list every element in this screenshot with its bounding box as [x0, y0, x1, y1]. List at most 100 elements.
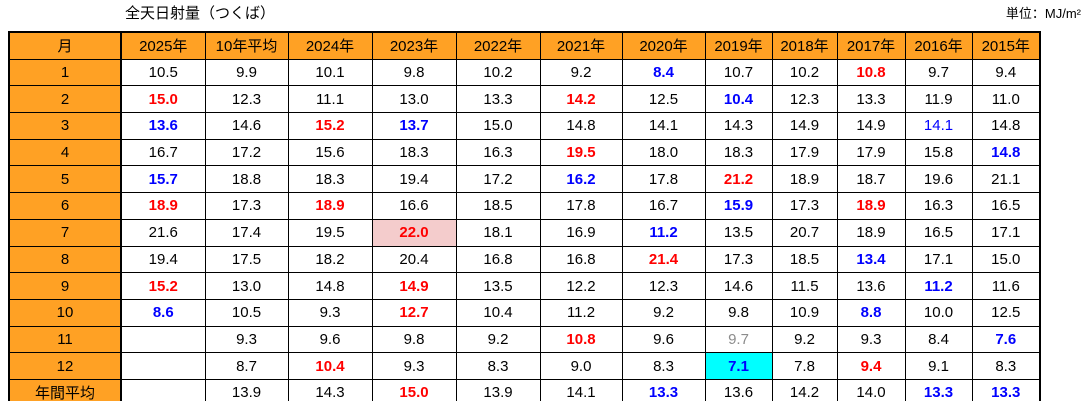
data-cell: 13.0 — [371, 85, 457, 114]
data-cell: 13.5 — [704, 218, 773, 247]
year-column-header: 2017年 — [836, 31, 906, 60]
data-cell: 10.8 — [539, 325, 623, 354]
data-cell: 21.2 — [704, 165, 773, 194]
data-cell: 17.3 — [771, 192, 838, 220]
data-cell: 17.3 — [704, 245, 773, 274]
data-cell: 9.8 — [371, 58, 457, 87]
data-cell: 18.1 — [455, 218, 541, 247]
data-cell: 19.4 — [371, 165, 457, 194]
data-cell: 16.3 — [904, 192, 973, 220]
data-cell: 9.4 — [836, 352, 906, 380]
data-cell: 8.8 — [836, 298, 906, 327]
data-cell: 11.2 — [621, 218, 706, 247]
month-column-header: 月 — [8, 31, 122, 60]
data-cell: 13.4 — [836, 245, 906, 274]
data-cell: 17.3 — [204, 192, 289, 220]
data-cell: 17.8 — [621, 165, 706, 194]
table-row: 8 19.4 17.5 18.2 20.4 16.8 16.8 21.4 17.3 18.5 13.… — [8, 245, 1041, 274]
data-cell: 16.2 — [539, 165, 623, 194]
year-column-header: 2023年 — [371, 31, 457, 60]
row-label: 9 — [8, 272, 122, 300]
data-cell: 10.5 — [120, 58, 206, 87]
data-cell: 19.4 — [120, 245, 206, 274]
data-cell — [120, 352, 206, 380]
data-cell: 14.0 — [836, 378, 906, 401]
data-cell: 8.6 — [120, 298, 206, 327]
data-cell: 18.9 — [836, 218, 906, 247]
data-cell: 11.5 — [771, 272, 838, 300]
data-cell: 8.7 — [204, 352, 289, 380]
data-cell — [120, 378, 206, 401]
data-cell: 14.1 — [621, 112, 706, 140]
data-cell: 11.0 — [971, 85, 1041, 114]
data-cell: 18.3 — [371, 138, 457, 167]
table-row: 1 10.5 9.9 10.1 9.8 10.2 9.2 8.4 10.7 10.2 10.8 9.7… — [8, 58, 1041, 87]
row-label: 10 — [8, 298, 122, 327]
data-cell: 14.9 — [836, 112, 906, 140]
data-cell: 17.5 — [204, 245, 289, 274]
data-cell: 18.0 — [621, 138, 706, 167]
table-row: 9 15.2 13.0 14.8 14.9 13.5 12.2 12.3 14.6 11.5 13.… — [8, 272, 1041, 300]
row-label: 1 — [8, 58, 122, 87]
year-column-header: 2020年 — [621, 31, 706, 60]
data-cell: 9.6 — [621, 325, 706, 354]
data-cell: 10.9 — [771, 298, 838, 327]
data-cell: 9.8 — [704, 298, 773, 327]
data-cell: 10.8 — [836, 58, 906, 87]
year-column-header: 2021年 — [539, 31, 623, 60]
data-cell: 9.2 — [455, 325, 541, 354]
data-cell: 14.8 — [971, 112, 1041, 140]
data-cell: 15.6 — [287, 138, 373, 167]
data-cell: 14.2 — [539, 85, 623, 114]
data-cell: 18.9 — [771, 165, 838, 194]
data-cell: 9.3 — [287, 298, 373, 327]
year-column-header: 2018年 — [771, 31, 838, 60]
data-cell: 7.8 — [771, 352, 838, 380]
data-cell: 15.0 — [120, 85, 206, 114]
table-row: 6 18.9 17.3 18.9 16.6 18.5 17.8 16.7 15.9 17.3 18.… — [8, 192, 1041, 220]
data-cell: 15.2 — [120, 272, 206, 300]
row-label: 5 — [8, 165, 122, 194]
data-cell: 17.1 — [904, 245, 973, 274]
data-cell: 13.5 — [455, 272, 541, 300]
year-column-header: 2019年 — [704, 31, 773, 60]
data-cell: 14.2 — [771, 378, 838, 401]
row-label: 4 — [8, 138, 122, 167]
data-cell: 10.4 — [704, 85, 773, 114]
data-cell: 22.0 — [371, 218, 457, 247]
data-cell: 17.2 — [455, 165, 541, 194]
data-cell: 10.4 — [287, 352, 373, 380]
table-row: 7 21.6 17.4 19.5 22.0 18.1 16.9 11.2 13.5 20.7 18.… — [8, 218, 1041, 247]
year-column-header: 2025年 — [120, 31, 206, 60]
data-cell: 15.9 — [704, 192, 773, 220]
data-cell: 19.5 — [539, 138, 623, 167]
data-cell: 17.9 — [771, 138, 838, 167]
page-title: 全天日射量（つくば） — [125, 5, 276, 22]
data-cell: 13.3 — [621, 378, 706, 401]
table-row: 4 16.7 17.2 15.6 18.3 16.3 19.5 18.0 18.3 17.9 17.… — [8, 138, 1041, 167]
data-cell: 13.6 — [120, 112, 206, 140]
data-cell: 18.5 — [455, 192, 541, 220]
data-cell: 16.8 — [455, 245, 541, 274]
data-cell: 15.8 — [904, 138, 973, 167]
data-cell: 14.6 — [704, 272, 773, 300]
data-cell: 12.2 — [539, 272, 623, 300]
data-cell: 14.1 — [904, 112, 973, 140]
data-cell: 19.5 — [287, 218, 373, 247]
data-cell: 10.2 — [771, 58, 838, 87]
row-label: 8 — [8, 245, 122, 274]
data-cell: 12.5 — [971, 298, 1041, 327]
data-cell: 14.8 — [971, 138, 1041, 167]
table-row: 年間平均 13.9 14.3 15.0 13.9 14.1 13.3 13.6 14.2 14.0… — [8, 378, 1041, 401]
data-cell: 15.0 — [971, 245, 1041, 274]
year-column-header: 2022年 — [455, 31, 541, 60]
data-cell: 15.0 — [455, 112, 541, 140]
table-header-row: 月 2025年 10年平均 2024年 2023年 2022年 2021年 2020年 2019… — [8, 31, 1041, 60]
data-cell: 9.3 — [836, 325, 906, 354]
data-cell: 21.1 — [971, 165, 1041, 194]
data-cell: 13.6 — [704, 378, 773, 401]
data-cell: 14.3 — [704, 112, 773, 140]
data-cell: 18.8 — [204, 165, 289, 194]
data-cell: 14.3 — [287, 378, 373, 401]
data-cell: 9.3 — [371, 352, 457, 380]
